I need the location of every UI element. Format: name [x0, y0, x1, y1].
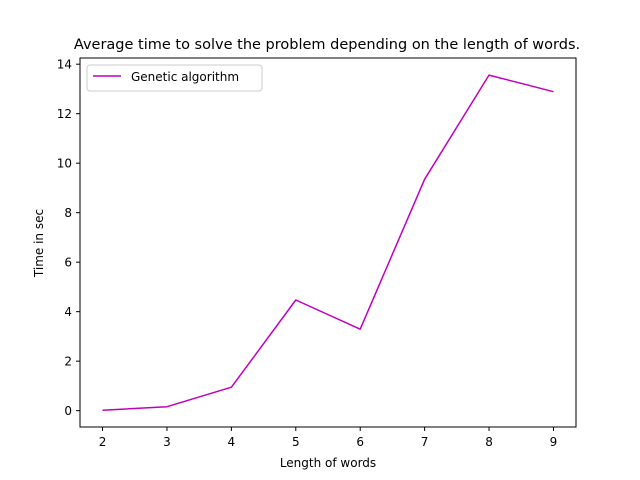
- y-tick-label: 2: [64, 355, 72, 369]
- y-tick-label: 6: [64, 256, 72, 270]
- y-axis-ticks: 0 2 4 6 8 10 12 14: [57, 58, 80, 418]
- x-tick-label: 8: [485, 435, 493, 449]
- x-tick-label: 2: [99, 435, 107, 449]
- y-tick-label: 12: [57, 107, 72, 121]
- y-tick-label: 8: [64, 206, 72, 220]
- plot-area: [80, 58, 576, 427]
- plot-frame: [79, 57, 577, 428]
- x-tick-label: 4: [228, 435, 236, 449]
- x-tick-label: 9: [550, 435, 558, 449]
- x-axis-ticks: 2 3 4 5 6 7 8 9: [99, 427, 558, 449]
- x-axis-label: Length of words: [280, 456, 376, 470]
- x-tick-label: 5: [292, 435, 300, 449]
- x-tick-label: 3: [163, 435, 171, 449]
- y-tick-label: 14: [57, 58, 72, 72]
- y-tick-label: 10: [57, 157, 72, 171]
- x-tick-label: 6: [356, 435, 364, 449]
- y-tick-label: 4: [64, 305, 72, 319]
- legend-label: Genetic algorithm: [131, 70, 239, 84]
- y-tick-label: 0: [64, 404, 72, 418]
- chart-title: Average time to solve the problem depend…: [74, 37, 580, 53]
- legend-box: [86, 64, 263, 92]
- series-layer: [102, 74, 554, 411]
- legend: Genetic algorithm: [86, 64, 263, 92]
- series-line: [102, 74, 554, 411]
- x-tick-label: 7: [421, 435, 429, 449]
- y-axis-label: Time in sec: [32, 209, 46, 278]
